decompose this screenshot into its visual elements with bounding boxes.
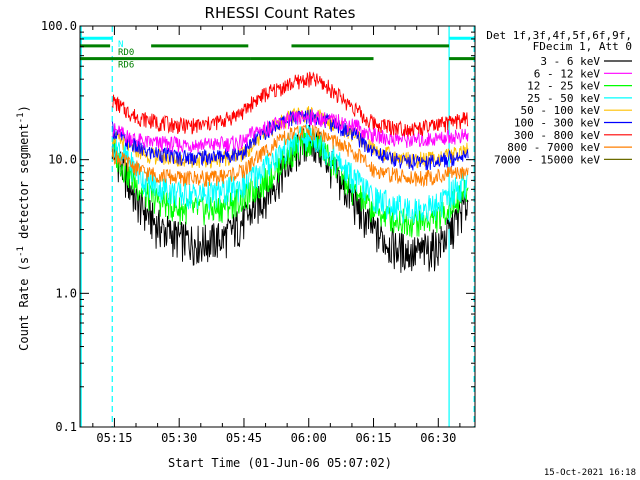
annotation-label-rd6: RD6 [118,61,134,71]
legend-header-line-2: FDecim 1, Att 0 [533,40,632,53]
series-line-2 [111,128,469,238]
footer-timestamp: 15-Oct-2021 16:18 [544,468,636,478]
legend-label-5: 100 - 300 keV [514,117,600,130]
y-tick-label-0: 0.1 [55,420,77,434]
annotation-label-rd0: RD0 [118,48,134,58]
legend-header-line-1: Det 1f,3f,4f,5f,6f,9f, [486,29,632,42]
y-tick-label-3: 100.0 [41,19,77,33]
legend-label-1: 6 - 12 keV [534,67,601,80]
x-tick-label-5: 06:30 [420,431,456,445]
x-axis: 05:15 05:30 05:45 06:00 06:15 06:30 [92,26,461,445]
x-tick-label-0: 05:15 [96,431,132,445]
legend-label-2: 12 - 25 keV [527,80,600,93]
x-tick-label-1: 05:30 [161,431,197,445]
legend: Det 1f,3f,4f,5f,6f,9f, FDecim 1, Att 0 3… [486,29,632,166]
y-tick-label-1: 1.0 [55,286,77,300]
legend-label-8: 7000 - 15000 keV [494,153,600,166]
series-line-5 [111,109,469,171]
series-line-1 [111,109,469,154]
y-tick-label-2: 10.0 [48,153,77,167]
x-tick-label-4: 06:15 [355,431,391,445]
series-line-3 [111,123,469,225]
series-line-7 [111,124,469,188]
legend-label-7: 800 - 7000 keV [507,141,600,154]
x-tick-label-3: 06:00 [291,431,327,445]
chart-title: RHESSI Count Rates [205,4,356,22]
x-axis-label: Start Time (01-Jun-06 05:07:02) [168,456,392,470]
legend-label-4: 50 - 100 keV [521,104,601,117]
legend-label-0: 3 - 6 keV [540,55,600,68]
y-axis-label: Count Rate (s-1 detector segment-1) [16,105,31,351]
legend-label-6: 300 - 800 keV [514,129,600,142]
legend-label-3: 25 - 50 keV [527,92,600,105]
y-axis: 0.1 1.0 10.0 100.0 [41,19,475,434]
series-line-6 [111,71,469,137]
annotation-label-n: N [118,40,123,50]
x-tick-label-2: 05:45 [226,431,262,445]
plot-frame [79,25,476,428]
series-line-0 [111,123,469,273]
